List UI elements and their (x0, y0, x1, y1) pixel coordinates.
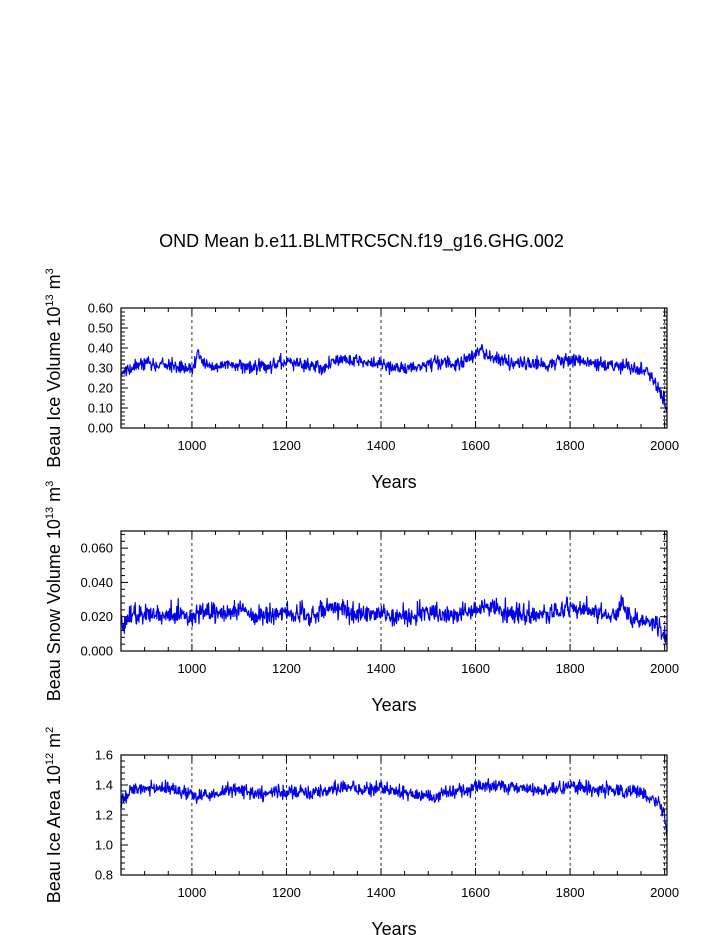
ice-area-ytick-label: 0.8 (95, 868, 113, 883)
snow-volume-xtick-label: 2000 (650, 661, 679, 676)
snow-volume-yaxis-title: Beau Snow Volume 1013 m3 (44, 481, 64, 702)
snow-volume-xtick-label: 1200 (272, 661, 301, 676)
ice-area-xtick-label: 1400 (367, 885, 396, 900)
ice-area-ytick-label: 1.2 (95, 808, 113, 823)
snow-volume-ytick-label: 0.040 (80, 575, 113, 590)
ice-area-series-line (120, 778, 668, 838)
ice-area-xtick-label: 1600 (461, 885, 490, 900)
ice-area-xtick-label: 1000 (177, 885, 206, 900)
snow-volume-xtick-label: 1400 (367, 661, 396, 676)
ice-volume-ytick-label: 0.20 (88, 381, 113, 396)
ice-volume-series-line (120, 344, 668, 412)
ice-volume-ytick-label: 0.10 (88, 401, 113, 416)
ice-area-plot-frame (120, 754, 668, 876)
ice-volume-xtick-label: 2000 (650, 438, 679, 453)
ice-volume-panel: 1000 1200 1400 1600 1800 2000 0.00 0.10 0.20 0.30… (44, 268, 679, 492)
ice-area-xtick-label: 1800 (556, 885, 585, 900)
ice-volume-xaxis-title: Years (371, 472, 416, 492)
ice-area-xtick-label: 1200 (272, 885, 301, 900)
ice-area-panel: 1000 1200 1400 1600 1800 2000 0.8 1.0 1.2 1.4 1.6 Y… (44, 727, 679, 935)
ice-volume-ytick-label: 0.60 (88, 301, 113, 316)
ice-volume-ytick-label: 0.30 (88, 361, 113, 376)
snow-volume-plot-frame (120, 530, 668, 652)
snow-volume-ytick-label: 0.000 (80, 644, 113, 659)
ice-volume-yaxis-title: Beau Ice Volume 1013 m3 (44, 268, 64, 468)
ice-volume-ytick-label: 0.40 (88, 341, 113, 356)
ice-volume-xtick-label: 1800 (556, 438, 585, 453)
ice-volume-xtick-label: 1600 (461, 438, 490, 453)
ice-volume-ytick-label: 0.50 (88, 321, 113, 336)
ice-volume-xtick-label: 1200 (272, 438, 301, 453)
ice-area-ytick-label: 1.4 (95, 778, 113, 793)
ice-volume-xtick-label: 1000 (177, 438, 206, 453)
snow-volume-ytick-label: 0.020 (80, 609, 113, 624)
snow-volume-xtick-label: 1800 (556, 661, 585, 676)
snow-volume-ytick-label: 0.060 (80, 541, 113, 556)
snow-volume-xaxis-title: Years (371, 695, 416, 715)
ice-volume-xtick-label: 1400 (367, 438, 396, 453)
ice-area-xtick-label: 2000 (650, 885, 679, 900)
ice-area-ytick-label: 1.0 (95, 838, 113, 853)
ice-area-ytick-label: 1.6 (95, 748, 113, 763)
ice-volume-ytick-label: 0.00 (88, 421, 113, 436)
snow-volume-xtick-label: 1000 (177, 661, 206, 676)
ice-area-yaxis-title: Beau Ice Area 1012 m2 (44, 727, 64, 903)
snow-volume-xtick-label: 1600 (461, 661, 490, 676)
snow-volume-series-line (120, 594, 668, 644)
snow-volume-panel: 1000 1200 1400 1600 1800 2000 0.000 0.020 0.040 0… (44, 481, 679, 715)
figure-title: OND Mean b.e11.BLMTRC5CN.f19_g16.GHG.002 (159, 231, 564, 251)
ice-area-xaxis-title: Years (371, 919, 416, 935)
